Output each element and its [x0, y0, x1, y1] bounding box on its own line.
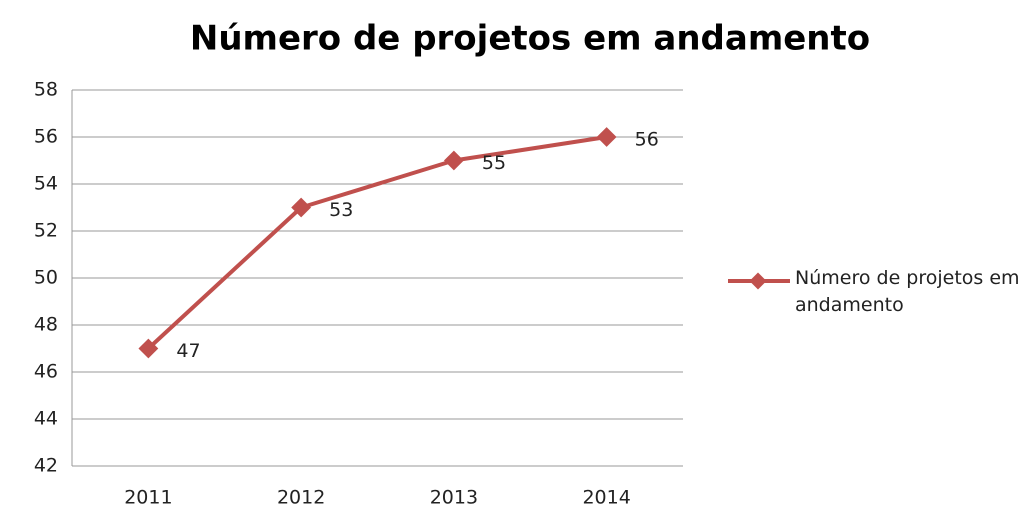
- x-tick-label: 2012: [277, 487, 325, 509]
- y-tick-label: 46: [34, 361, 58, 383]
- x-tick-label: 2011: [124, 487, 172, 509]
- legend-label: Número de projetos em andamento: [795, 267, 1020, 316]
- y-tick-label: 44: [34, 408, 58, 430]
- y-tick-label: 52: [34, 220, 58, 242]
- line: [147, 135, 607, 350]
- marker: [138, 338, 159, 359]
- y-tick-label: 48: [34, 314, 58, 336]
- marker: [291, 197, 312, 218]
- data-label: 47: [176, 340, 200, 362]
- y-tick-label: 58: [34, 79, 58, 101]
- data-label: 53: [329, 199, 353, 221]
- x-tick-label: 2014: [582, 487, 630, 509]
- data-label: 56: [635, 129, 659, 151]
- data-label: 55: [482, 152, 506, 174]
- legend-marker: [749, 272, 767, 290]
- chart-title: Número de projetos em andamento: [190, 19, 870, 59]
- y-tick-label: 50: [34, 267, 58, 289]
- y-tick-label: 54: [34, 173, 58, 195]
- y-tick-label: 42: [34, 455, 58, 477]
- marker: [596, 127, 617, 147]
- x-tick-label: 2013: [430, 487, 478, 509]
- marker: [443, 150, 464, 171]
- y-tick-label: 56: [34, 126, 58, 148]
